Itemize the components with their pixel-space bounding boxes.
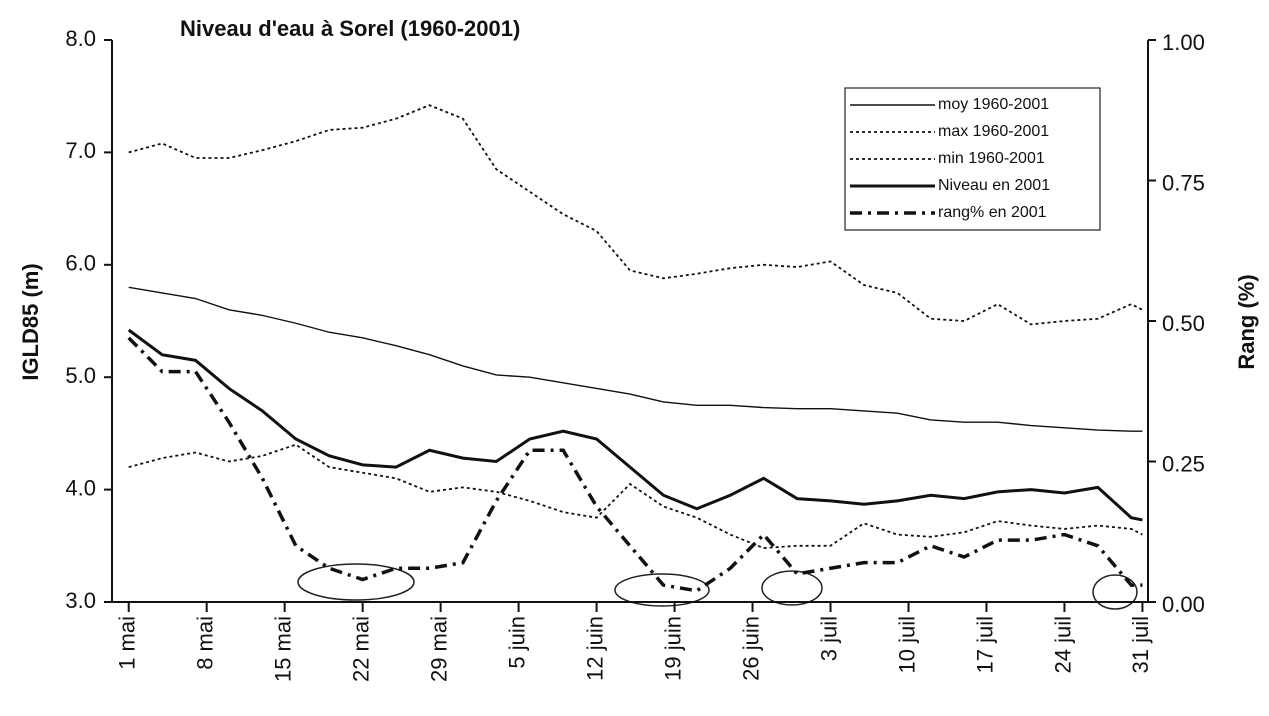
x-tick-label: 29 mai — [426, 616, 451, 682]
x-tick-label: 31 juil — [1128, 616, 1153, 673]
x-tick-label: 8 mai — [193, 616, 218, 670]
series-line — [128, 286, 1143, 432]
series-line — [128, 104, 1143, 326]
y2-tick-label: 0.75 — [1162, 170, 1205, 195]
x-tick-label: 10 juil — [894, 616, 919, 673]
x-tick-label: 12 juin — [582, 616, 607, 681]
y2-tick-label: 0.00 — [1162, 592, 1205, 617]
y-tick-label: 7.0 — [65, 138, 96, 163]
x-tick-label: 19 juin — [660, 616, 685, 681]
legend-label: moy 1960-2001 — [938, 96, 1049, 113]
highlight-ellipse — [1092, 574, 1138, 610]
x-tick-label: 5 juin — [504, 616, 529, 669]
y-tick-label: 3.0 — [65, 588, 96, 613]
x-tick-label: 1 mai — [115, 616, 140, 670]
annotations — [297, 563, 1138, 610]
legend-label: max 1960-2001 — [938, 123, 1049, 140]
chart-title: Niveau d'eau à Sorel (1960-2001) — [180, 16, 520, 41]
y2-axis-title: Rang (%) — [1234, 274, 1259, 369]
y-axis-title: IGLD85 (m) — [18, 263, 43, 380]
highlight-ellipse — [297, 563, 415, 601]
y2-tick-label: 0.25 — [1162, 451, 1205, 476]
legend-label: Niveau en 2001 — [938, 177, 1050, 194]
y-tick-label: 8.0 — [65, 26, 96, 51]
x-tick-label: 22 mai — [348, 616, 373, 682]
series-line — [127, 336, 1143, 593]
y-tick-label: 6.0 — [65, 251, 96, 276]
series-line — [127, 328, 1143, 522]
x-tick-label: 3 juil — [816, 616, 841, 661]
y2-tick-label: 1.00 — [1162, 30, 1205, 55]
x-tick-label: 15 mai — [270, 616, 295, 682]
legend-label: min 1960-2001 — [938, 150, 1045, 167]
y-tick-label: 4.0 — [65, 475, 96, 500]
legend-label: rang% en 2001 — [938, 204, 1047, 221]
x-tick-label: 26 juin — [738, 616, 763, 681]
x-tick-label: 24 juil — [1050, 616, 1075, 673]
highlight-ellipse — [614, 573, 710, 607]
highlight-ellipse — [761, 570, 823, 606]
x-tick-label: 17 juil — [972, 616, 997, 673]
y-tick-label: 5.0 — [65, 363, 96, 388]
y2-tick-label: 0.50 — [1162, 311, 1205, 336]
series-line — [128, 443, 1143, 549]
